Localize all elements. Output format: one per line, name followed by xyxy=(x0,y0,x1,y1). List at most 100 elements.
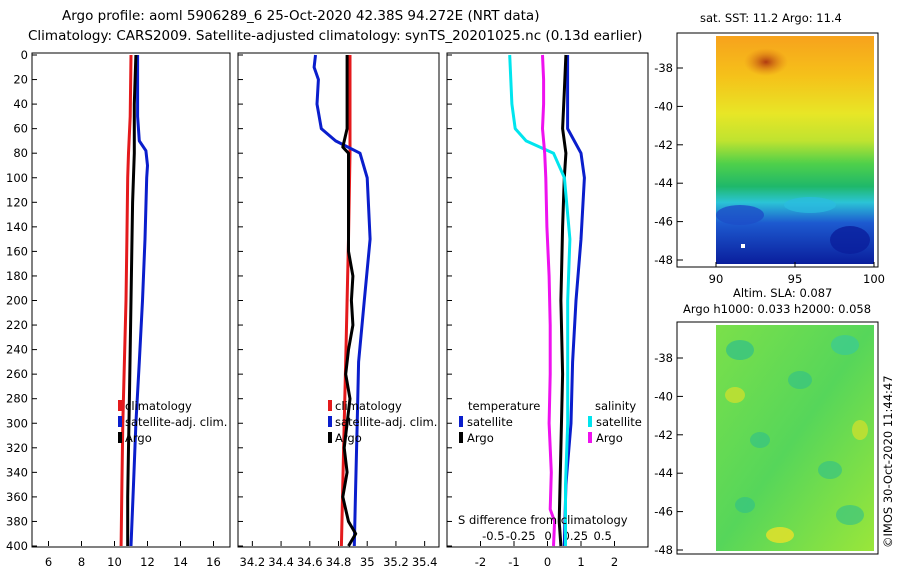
legend-swatch-argo xyxy=(328,432,332,443)
lat-tick-label: -48 xyxy=(654,253,673,267)
lat-tick-label: -40 xyxy=(654,389,673,403)
title-line-2: Climatology: CARS2009. Satellite-adjuste… xyxy=(28,28,642,44)
salinity-panel xyxy=(237,52,440,548)
sla-map-image xyxy=(716,325,874,551)
legend-label-argo: Argo xyxy=(335,431,362,445)
legend-label-satellite: satellite-adj. clim. xyxy=(125,415,227,429)
legend-label-satellite: satellite-adj. clim. xyxy=(335,415,437,429)
legend-label-climatology: climatology xyxy=(335,399,402,413)
x-tick-label: 8 xyxy=(78,555,85,569)
series-line-satellite-adj-clim- xyxy=(129,55,149,547)
x-tick-label: 12 xyxy=(140,555,155,569)
x-tick-label: -1 xyxy=(508,555,519,569)
legend-swatch-satellite xyxy=(328,416,332,427)
depth-tick-label: 260 xyxy=(6,367,28,381)
x-tick-label: 2 xyxy=(611,555,618,569)
lat-tick-label: -44 xyxy=(654,176,673,190)
lat-tick-label: -42 xyxy=(654,138,673,152)
diff-tick-label: 0.25 xyxy=(563,529,589,543)
lat-tick-label: -48 xyxy=(654,543,673,557)
legend-title-salinity: salinity xyxy=(595,399,636,413)
sla-map-title-1: Altim. SLA: 0.087 xyxy=(733,286,832,300)
legend-label-temp-argo: Argo xyxy=(467,431,494,445)
series-line-salinity-argo xyxy=(541,54,557,547)
depth-tick-label: 300 xyxy=(6,416,28,430)
temperature-series xyxy=(119,54,149,547)
difference-panel xyxy=(446,52,649,548)
lon-tick-label: 90 xyxy=(709,272,724,286)
diff-tick-label: 0 xyxy=(544,529,551,543)
series-line-temperature-argo xyxy=(557,54,568,547)
legend-swatch-climatology xyxy=(118,400,122,411)
difference-x-axis: -2 -1 0 1 2 xyxy=(475,541,618,569)
sla-lat-axis: -38 -40 -42 -44 -46 -48 xyxy=(654,351,683,557)
legend-label-sal-argo: Argo xyxy=(596,431,623,445)
x-tick-label: 35.4 xyxy=(412,555,438,569)
series-line-argo xyxy=(126,54,138,546)
depth-tick-label: 80 xyxy=(13,146,28,160)
lon-tick-label: 95 xyxy=(788,272,803,286)
depth-tick-label: 160 xyxy=(6,244,28,258)
depth-tick-label: 0 xyxy=(21,48,28,62)
x-tick-label: 34.4 xyxy=(268,555,294,569)
sla-map-title-2: Argo h1000: 0.033 h2000: 0.058 xyxy=(683,302,871,316)
depth-tick-label: 200 xyxy=(6,294,28,308)
lat-tick-label: -38 xyxy=(654,351,673,365)
x-tick-label: 10 xyxy=(107,555,122,569)
x-tick-label: 34.8 xyxy=(326,555,352,569)
depth-tick-label: 60 xyxy=(13,122,28,136)
footer-copyright: ©IMOS 30-Oct-2020 11:44:47 xyxy=(881,375,895,548)
salinity-legend: climatology satellite-adj. clim. Argo xyxy=(328,399,437,445)
series-line-temperature-satellite xyxy=(562,55,586,547)
x-tick-label: 6 xyxy=(45,555,52,569)
sst-lon-axis: 90 95 100 xyxy=(709,262,885,286)
legend-label-sal-satellite: satellite xyxy=(596,415,642,429)
depth-tick-label: 340 xyxy=(6,465,28,479)
lat-tick-label: -44 xyxy=(654,466,673,480)
legend-swatch-sal-satellite xyxy=(588,416,592,427)
x-tick-label: 0 xyxy=(544,555,551,569)
depth-tick-label: 20 xyxy=(13,73,28,87)
x-tick-label: 14 xyxy=(173,555,188,569)
lat-tick-label: -38 xyxy=(654,61,673,75)
series-line-argo xyxy=(341,55,358,547)
depth-tick-label: 280 xyxy=(6,392,28,406)
difference-legend: temperature satellite Argo salinity sate… xyxy=(458,399,642,527)
depth-tick-label: 180 xyxy=(6,269,28,283)
sst-map-title: sat. SST: 11.2 Argo: 11.4 xyxy=(700,11,842,25)
legend-label-climatology: climatology xyxy=(125,399,192,413)
legend-label-argo: Argo xyxy=(125,431,152,445)
depth-tick-label: 140 xyxy=(6,220,28,234)
legend-swatch-argo xyxy=(118,432,122,443)
salinity-series xyxy=(312,54,372,547)
salinity-x-axis: 34.2 34.4 34.6 34.8 35 35.2 35.4 xyxy=(240,541,438,569)
legend-swatch-sal-argo xyxy=(588,432,592,443)
x-tick-label: 16 xyxy=(206,555,221,569)
lat-tick-label: -42 xyxy=(654,428,673,442)
diff-tick-label: -0.5 xyxy=(482,529,504,543)
sst-map-image xyxy=(716,36,874,264)
depth-tick-label: 220 xyxy=(6,318,28,332)
temperature-legend: climatology satellite-adj. clim. Argo xyxy=(118,399,227,445)
x-tick-label: 34.2 xyxy=(240,555,266,569)
x-tick-label: 34.6 xyxy=(297,555,323,569)
lat-tick-label: -46 xyxy=(654,505,673,519)
legend-swatch-temp-satellite xyxy=(459,416,463,427)
x-tick-label: 35.2 xyxy=(383,555,409,569)
diff-tick-label: 0.5 xyxy=(594,529,612,543)
legend-title-temperature: temperature xyxy=(468,399,540,413)
lon-tick-label: 100 xyxy=(863,272,885,286)
depth-tick-label: 40 xyxy=(13,97,28,111)
depth-tick-label: 320 xyxy=(6,441,28,455)
x-tick-label: -2 xyxy=(475,555,486,569)
lat-tick-label: -40 xyxy=(654,99,673,113)
x-tick-label: 35 xyxy=(360,555,375,569)
sst-lat-axis: -38 -40 -42 -44 -46 -48 xyxy=(654,61,683,267)
depth-axis: 0 20 40 60 80 100 120 140 160 180 200 220 240 260 280 3… xyxy=(6,48,452,553)
depth-tick-label: 240 xyxy=(6,343,28,357)
salinity-difference-axis: -0.5 -0.25 0 0.25 0.5 xyxy=(482,529,612,543)
legend-swatch-temp-argo xyxy=(459,432,463,443)
diff-tick-label: -0.25 xyxy=(506,529,536,543)
series-line-salinity-satellite xyxy=(508,54,572,546)
